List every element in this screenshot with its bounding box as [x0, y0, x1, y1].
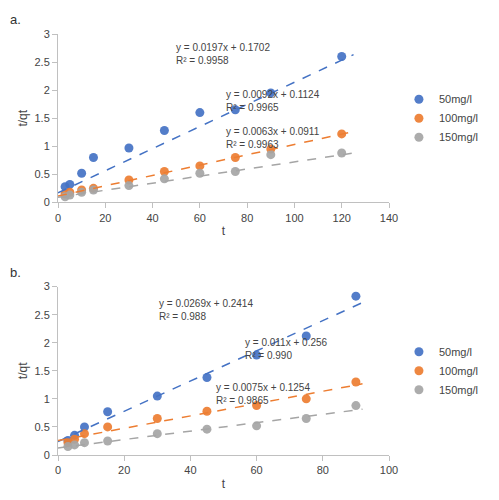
svg-text:1: 1	[44, 393, 50, 405]
svg-text:t/qt: t/qt	[16, 362, 30, 379]
svg-text:2: 2	[44, 337, 50, 349]
svg-text:a.: a.	[10, 12, 21, 27]
svg-text:100: 100	[380, 464, 398, 476]
svg-text:2.5: 2.5	[35, 56, 50, 68]
svg-text:y = 0.0092x + 0.1124R² = 0.996: y = 0.0092x + 0.1124R² = 0.9965	[226, 89, 320, 113]
svg-text:140: 140	[380, 212, 398, 224]
svg-text:y = 0.0075x + 0.1254R² = 0.986: y = 0.0075x + 0.1254R² = 0.9865	[216, 382, 310, 406]
svg-text:1.5: 1.5	[35, 365, 50, 377]
svg-text:40: 40	[146, 212, 158, 224]
svg-text:y = 0.011x + 0.256R² = 0.990: y = 0.011x + 0.256R² = 0.990	[245, 337, 328, 361]
svg-text:3: 3	[44, 280, 50, 292]
svg-text:1: 1	[44, 140, 50, 152]
svg-text:60: 60	[250, 464, 262, 476]
svg-text:y = 0.0197x + 0.1702R² = 0.995: y = 0.0197x + 0.1702R² = 0.9958	[176, 42, 270, 66]
svg-text:t: t	[222, 477, 226, 491]
svg-text:3: 3	[44, 28, 50, 40]
svg-text:0.5: 0.5	[35, 168, 50, 180]
svg-text:150mg/l: 150mg/l	[439, 131, 478, 143]
svg-text:y = 0.0269x + 0.2414R² = 0.988: y = 0.0269x + 0.2414R² = 0.988	[159, 298, 253, 322]
svg-text:100mg/l: 100mg/l	[439, 365, 478, 377]
svg-text:1.5: 1.5	[35, 112, 50, 124]
svg-text:t: t	[222, 224, 226, 238]
svg-text:150mg/l: 150mg/l	[439, 384, 478, 396]
svg-text:80: 80	[317, 464, 329, 476]
svg-text:60: 60	[194, 212, 206, 224]
svg-text:2: 2	[44, 84, 50, 96]
svg-text:0: 0	[55, 464, 61, 476]
svg-text:50mg/l: 50mg/l	[439, 93, 472, 105]
svg-text:0: 0	[44, 196, 50, 208]
svg-text:b.: b.	[10, 265, 21, 280]
svg-text:120: 120	[333, 212, 351, 224]
svg-text:20: 20	[99, 212, 111, 224]
svg-text:0: 0	[55, 212, 61, 224]
svg-text:y = 0.0063x + 0.0911R² = 0.996: y = 0.0063x + 0.0911R² = 0.9963	[226, 126, 320, 150]
svg-text:40: 40	[184, 464, 196, 476]
svg-text:0.5: 0.5	[35, 421, 50, 433]
svg-text:0: 0	[44, 449, 50, 461]
svg-text:100: 100	[285, 212, 303, 224]
svg-text:20: 20	[118, 464, 130, 476]
svg-text:2.5: 2.5	[35, 309, 50, 321]
svg-text:80: 80	[241, 212, 253, 224]
svg-text:100mg/l: 100mg/l	[439, 112, 478, 124]
svg-text:t/qt: t/qt	[16, 109, 30, 126]
svg-text:50mg/l: 50mg/l	[439, 346, 472, 358]
